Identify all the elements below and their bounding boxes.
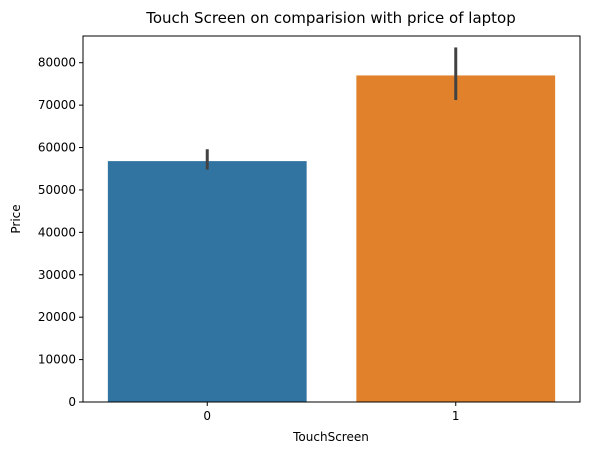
bars-group bbox=[107, 75, 556, 403]
error-bars-group bbox=[205, 47, 458, 170]
bar-0 bbox=[107, 161, 307, 402]
y-tick-label: 0 bbox=[68, 395, 76, 409]
x-axis-label: TouchScreen bbox=[292, 430, 369, 444]
y-tick-label: 20000 bbox=[38, 310, 76, 324]
plot-frame bbox=[82, 35, 581, 403]
y-tick-label: 60000 bbox=[38, 141, 76, 155]
y-tick-label: 30000 bbox=[38, 268, 76, 282]
y-axis-ticks: 0 10000 20000 30000 40000 50000 60000 70000 8000… bbox=[38, 56, 83, 409]
y-tick-label: 70000 bbox=[38, 98, 76, 112]
y-tick-label: 10000 bbox=[38, 353, 76, 367]
chart-title: Touch Screen on comparision with price o… bbox=[145, 9, 516, 27]
bar-1 bbox=[356, 75, 556, 403]
y-tick-label: 40000 bbox=[38, 225, 76, 239]
y-tick-label: 80000 bbox=[38, 56, 76, 70]
y-axis-label: Price bbox=[9, 204, 23, 233]
x-tick-label-0: 0 bbox=[203, 409, 211, 423]
x-tick-label-1: 1 bbox=[452, 409, 460, 423]
y-tick-label: 50000 bbox=[38, 183, 76, 197]
